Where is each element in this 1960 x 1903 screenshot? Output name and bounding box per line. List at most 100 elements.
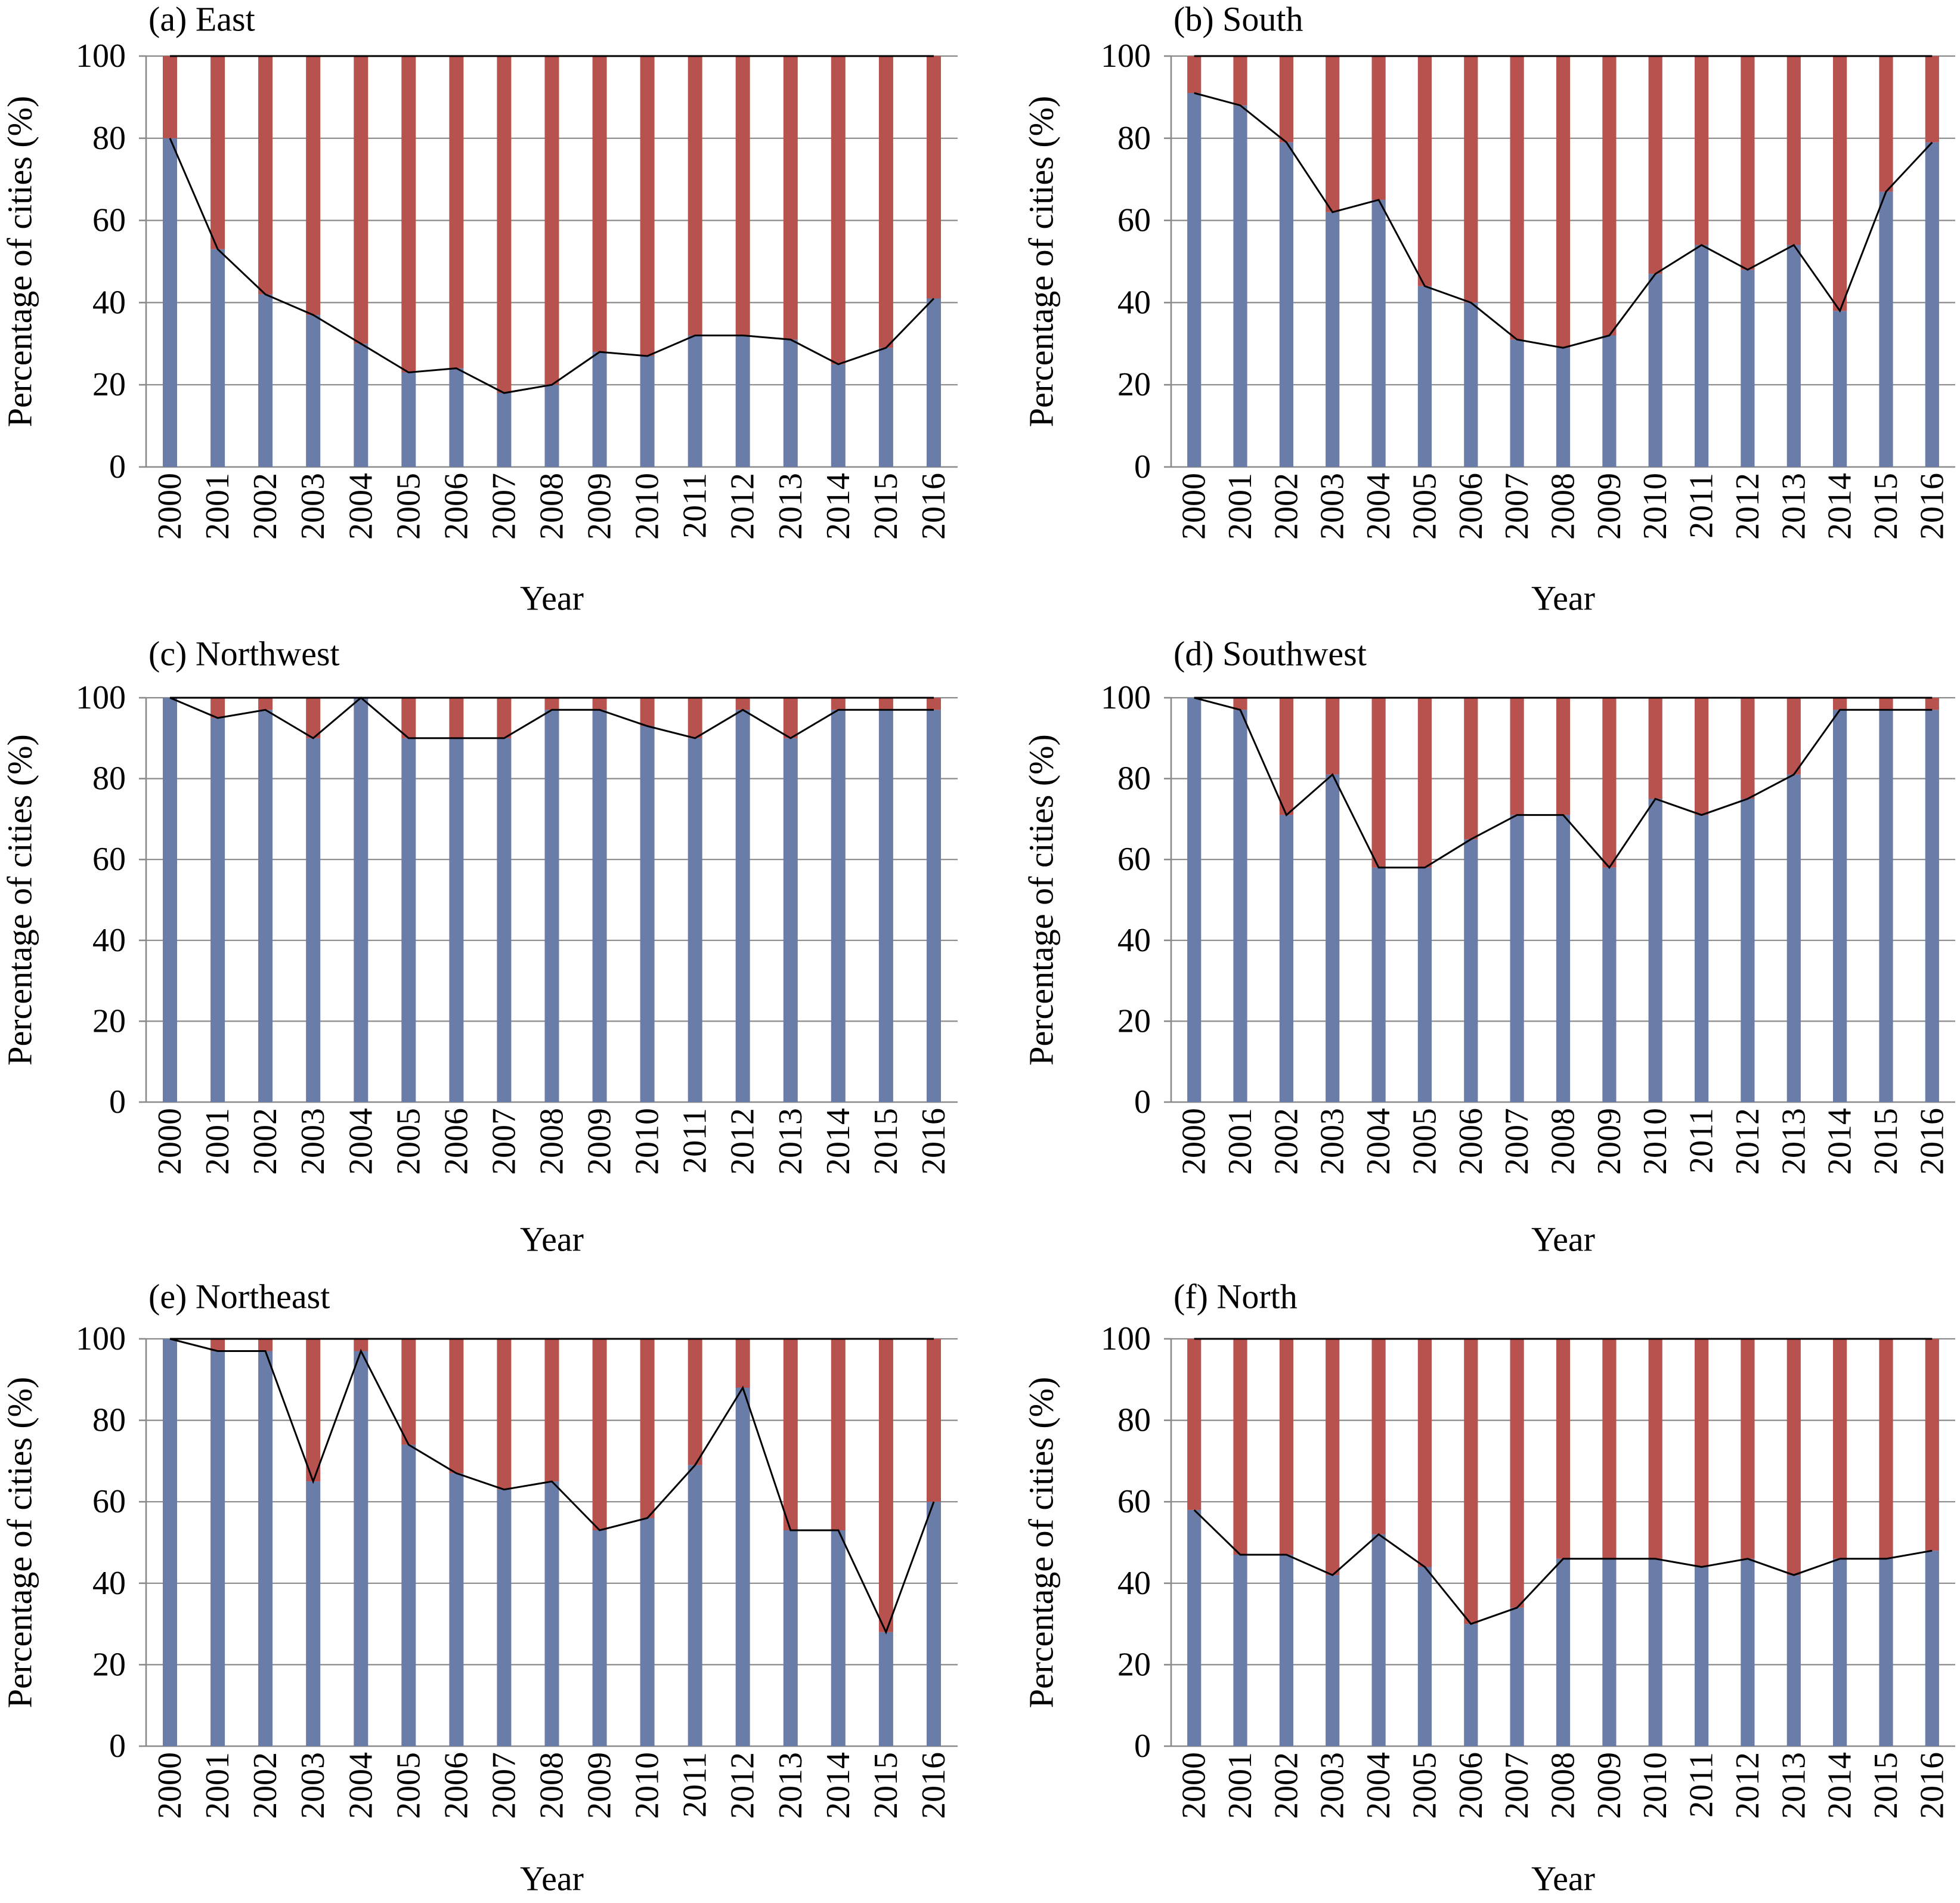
panel-b-bar-lower-2009 bbox=[1602, 335, 1617, 467]
panel-e-x-tick-2008: 2008 bbox=[534, 1752, 571, 1819]
panel-f-x-tick-2010: 2010 bbox=[1637, 1752, 1674, 1819]
panel-d-x-tick-2001: 2001 bbox=[1222, 1108, 1259, 1175]
panel-e-bar-upper-2007 bbox=[497, 1339, 512, 1490]
panel-b-bar-upper-2010 bbox=[1648, 56, 1662, 274]
panel-e: (e) Northeast 0 20 40 60 80 100 2000 2001 2002 200… bbox=[1, 1277, 958, 1898]
panel-c-y-tick-0: 0 bbox=[109, 1084, 126, 1121]
panel-f-bar-upper-2014 bbox=[1833, 1339, 1847, 1559]
panel-f-bar-lower-2010 bbox=[1648, 1558, 1662, 1746]
panel-f-bar-lower-2013 bbox=[1786, 1575, 1801, 1746]
panel-a-bar-lower-2013 bbox=[783, 339, 798, 467]
panel-d-x-tick-2004: 2004 bbox=[1360, 1108, 1397, 1175]
panel-f-y-tick-40: 40 bbox=[1117, 1565, 1151, 1602]
panel-a-bar-upper-2010 bbox=[640, 56, 655, 356]
panel-c-bar-upper-2011 bbox=[688, 698, 702, 738]
panel-c-bar-upper-2005 bbox=[401, 698, 416, 738]
panel-d-y-tick-40: 40 bbox=[1117, 922, 1151, 959]
panel-d-bar-upper-2003 bbox=[1326, 698, 1340, 775]
panel-d-x-tick-2016: 2016 bbox=[1913, 1108, 1950, 1175]
panel-a-bar-lower-2009 bbox=[592, 352, 607, 467]
panel-d-bar-lower-2000 bbox=[1187, 698, 1202, 1102]
panel-c-x-tick-2003: 2003 bbox=[295, 1108, 332, 1175]
panel-c-bar-lower-2000 bbox=[163, 698, 177, 1102]
panel-f-bar-upper-2006 bbox=[1464, 1339, 1478, 1624]
panel-b-bar-upper-2015 bbox=[1879, 56, 1893, 192]
panel-b-x-tick-2006: 2006 bbox=[1453, 473, 1490, 540]
panel-b-y-axis-title: Percentage of cities (%) bbox=[1022, 96, 1061, 428]
panel-e-bar-lower-2005 bbox=[401, 1444, 416, 1746]
panel-a-x-tick-2010: 2010 bbox=[629, 473, 666, 540]
panel-c-x-tick-2007: 2007 bbox=[485, 1108, 522, 1175]
panel-b-x-tick-2008: 2008 bbox=[1545, 473, 1582, 540]
panel-c-x-tick-2000: 2000 bbox=[151, 1108, 188, 1175]
panel-c-bar-upper-2002 bbox=[258, 698, 273, 710]
panel-a-bar-lower-2003 bbox=[306, 315, 321, 467]
panel-e-bar-upper-2013 bbox=[783, 1339, 798, 1530]
panel-e-bar-lower-2015 bbox=[878, 1632, 893, 1746]
panel-c-bar-lower-2015 bbox=[878, 710, 893, 1102]
panel-d-x-axis-title: Year bbox=[1531, 1220, 1595, 1259]
panel-b-bar-upper-2008 bbox=[1556, 56, 1571, 348]
panel-e-bar-lower-2008 bbox=[544, 1481, 559, 1746]
panel-c-bar-upper-2007 bbox=[497, 698, 512, 738]
panel-d-bar-lower-2012 bbox=[1741, 799, 1755, 1102]
panel-e-bar-lower-2012 bbox=[735, 1388, 750, 1746]
panel-a-y-tick-40: 40 bbox=[92, 284, 126, 321]
panel-c-y-tick-60: 60 bbox=[92, 841, 126, 878]
panel-c-y-tick-40: 40 bbox=[92, 922, 126, 959]
panel-d-bar-upper-2011 bbox=[1695, 698, 1709, 815]
panel-d-bar-upper-2002 bbox=[1279, 698, 1293, 815]
panel-d-bar-upper-2016 bbox=[1925, 698, 1939, 710]
panel-b-bar-lower-2012 bbox=[1741, 270, 1755, 467]
panel-e-bar-lower-2011 bbox=[688, 1465, 702, 1746]
panel-a-x-tick-2005: 2005 bbox=[390, 473, 427, 540]
panel-b-bar-lower-2016 bbox=[1925, 142, 1939, 467]
panel-a-bar-lower-2008 bbox=[544, 385, 559, 467]
panel-b-bar-lower-2000 bbox=[1187, 93, 1202, 467]
panel-a-x-tick-2015: 2015 bbox=[868, 473, 905, 540]
panel-b-x-tick-2011: 2011 bbox=[1683, 473, 1720, 539]
panel-d-x-tick-2003: 2003 bbox=[1314, 1108, 1351, 1175]
panel-d-bar-lower-2013 bbox=[1786, 774, 1801, 1102]
panel-f-title: (f) North bbox=[1173, 1277, 1298, 1316]
panel-c-bar-lower-2012 bbox=[735, 710, 750, 1102]
panel-c-bar-lower-2002 bbox=[258, 710, 273, 1102]
panel-d-bar-lower-2001 bbox=[1233, 710, 1247, 1102]
panel-a-bar-lower-2002 bbox=[258, 294, 273, 467]
panel-c-bar-upper-2001 bbox=[210, 698, 225, 718]
panel-c-bar-lower-2004 bbox=[354, 698, 369, 1102]
panel-f-bar-lower-2015 bbox=[1879, 1558, 1893, 1746]
panel-b-x-tick-2014: 2014 bbox=[1822, 473, 1859, 540]
panel-d-bar-upper-2005 bbox=[1417, 698, 1432, 868]
panel-b-x-tick-2003: 2003 bbox=[1314, 473, 1351, 540]
panel-e-bar-upper-2001 bbox=[210, 1339, 225, 1351]
panel-e-bar-lower-2013 bbox=[783, 1530, 798, 1746]
panel-c-x-tick-2016: 2016 bbox=[915, 1108, 952, 1175]
panel-e-x-tick-2002: 2002 bbox=[247, 1752, 284, 1819]
panel-b-x-tick-2005: 2005 bbox=[1406, 473, 1443, 540]
panel-c-bar-upper-2008 bbox=[544, 698, 559, 710]
panel-d-bar-lower-2009 bbox=[1602, 867, 1617, 1102]
panel-f-x-axis-title: Year bbox=[1531, 1859, 1595, 1898]
panel-f-bar-upper-2002 bbox=[1279, 1339, 1293, 1555]
panel-d-bar-upper-2010 bbox=[1648, 698, 1662, 799]
panel-a-bar-lower-2004 bbox=[354, 344, 369, 467]
panel-d-x-tick-2007: 2007 bbox=[1498, 1108, 1535, 1175]
panel-a-bar-lower-2015 bbox=[878, 348, 893, 467]
panel-b-x-tick-2013: 2013 bbox=[1775, 473, 1812, 540]
panel-e-x-tick-2003: 2003 bbox=[295, 1752, 332, 1819]
panel-d-bar-lower-2008 bbox=[1556, 815, 1571, 1102]
panel-f-x-tick-2009: 2009 bbox=[1591, 1752, 1628, 1819]
panel-c-bar-upper-2003 bbox=[306, 698, 321, 738]
panel-e-bar-upper-2002 bbox=[258, 1339, 273, 1351]
panel-b-bar-upper-2000 bbox=[1187, 56, 1202, 93]
panel-f-bar-lower-2006 bbox=[1464, 1624, 1478, 1746]
panel-c-bar-upper-2014 bbox=[831, 698, 846, 710]
panel-b-bar-lower-2014 bbox=[1833, 311, 1847, 467]
panel-b-bar-lower-2002 bbox=[1279, 142, 1293, 467]
panel-b-bar-upper-2003 bbox=[1326, 56, 1340, 212]
panel-c-y-axis-title: Percentage of cities (%) bbox=[1, 734, 39, 1066]
panel-d-bar-lower-2011 bbox=[1695, 815, 1709, 1102]
panel-e-x-tick-2013: 2013 bbox=[772, 1752, 809, 1819]
panel-e-bar-lower-2003 bbox=[306, 1481, 321, 1746]
